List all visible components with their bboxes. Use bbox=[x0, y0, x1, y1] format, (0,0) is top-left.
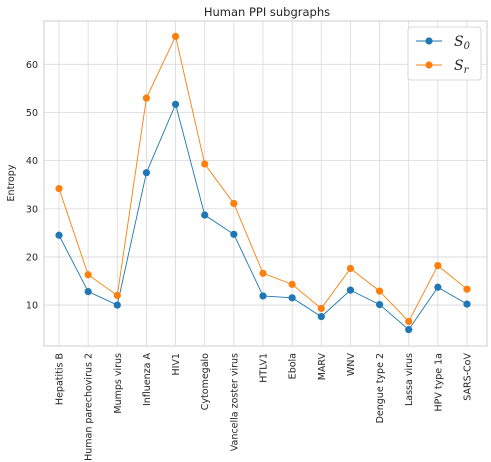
series-point-1 bbox=[463, 285, 471, 293]
x-tick-label: Dengue type 2 bbox=[375, 353, 386, 423]
x-tick-label: Human parechovirus 2 bbox=[84, 353, 95, 461]
y-axis-label: Entropy bbox=[6, 164, 17, 201]
legend-box bbox=[407, 26, 482, 81]
series-point-1 bbox=[55, 184, 63, 193]
series-point-1 bbox=[259, 269, 267, 277]
series-point-1 bbox=[434, 261, 442, 270]
series-point-1 bbox=[201, 160, 209, 168]
legend-marker-1 bbox=[425, 61, 433, 69]
series-point-1 bbox=[288, 280, 296, 288]
x-tick-label: WNV bbox=[346, 353, 357, 376]
x-tick-label: HPV type 1a bbox=[433, 353, 444, 412]
x-tick-label: Lassa virus bbox=[404, 353, 415, 406]
series-point-0 bbox=[288, 294, 296, 302]
series-point-1 bbox=[171, 32, 180, 41]
series-point-0 bbox=[405, 326, 413, 334]
x-axis-ticks: Hepatitis B Human parechovirus 2 Mumps vir… bbox=[55, 353, 474, 461]
series-point-0 bbox=[230, 230, 238, 238]
x-tick-label: SARS-CoV bbox=[463, 353, 474, 401]
y-tick-label: 60 bbox=[26, 60, 38, 71]
y-tick-label: 20 bbox=[26, 252, 38, 263]
series-point-1 bbox=[405, 317, 413, 326]
series-point-1 bbox=[346, 264, 355, 273]
series-point-0 bbox=[84, 287, 92, 296]
x-tick-label: Hepatitis B bbox=[55, 353, 66, 405]
series-point-0 bbox=[259, 292, 267, 300]
x-tick-label: HTLV1 bbox=[259, 353, 270, 383]
x-tick-label: Vancella zoster virus bbox=[229, 353, 240, 451]
series-point-0 bbox=[317, 313, 325, 321]
series-point-1 bbox=[317, 304, 325, 313]
y-tick-label: 10 bbox=[26, 301, 38, 312]
x-tick-label: Mumps virus bbox=[113, 353, 124, 414]
series-point-1 bbox=[375, 287, 384, 295]
series-point-0 bbox=[463, 300, 471, 308]
legend-marker-0 bbox=[425, 37, 433, 45]
x-tick-label: Influenza A bbox=[142, 353, 153, 407]
y-axis-ticks: 10 20 30 40 50 60 bbox=[26, 60, 38, 312]
series-point-1 bbox=[142, 94, 151, 102]
series-point-0 bbox=[171, 100, 180, 108]
y-tick-label: 40 bbox=[26, 156, 38, 167]
x-tick-label: Cytomegalo bbox=[200, 353, 211, 410]
legend-label-1: Sr bbox=[454, 58, 470, 76]
series-point-0 bbox=[346, 286, 355, 294]
chart-title: Human PPI subgraphs bbox=[204, 5, 330, 19]
series-point-0 bbox=[375, 300, 384, 309]
series-point-1 bbox=[113, 291, 121, 300]
series-point-0 bbox=[55, 231, 63, 239]
legend: S0 Sr bbox=[407, 26, 482, 81]
x-tick-label: MARV bbox=[317, 353, 328, 381]
legend-label-0: S0 bbox=[454, 34, 471, 52]
series-point-0 bbox=[434, 283, 442, 291]
series-point-1 bbox=[230, 199, 238, 208]
series-point-0 bbox=[201, 211, 209, 219]
y-tick-label: 50 bbox=[26, 108, 38, 119]
series-point-1 bbox=[84, 271, 92, 279]
series-group bbox=[55, 32, 471, 334]
series-point-0 bbox=[113, 301, 121, 309]
y-tick-label: 30 bbox=[26, 204, 38, 215]
series-point-0 bbox=[142, 169, 151, 177]
x-tick-label: HIV1 bbox=[171, 353, 182, 376]
x-tick-label: Ebola bbox=[288, 353, 299, 379]
